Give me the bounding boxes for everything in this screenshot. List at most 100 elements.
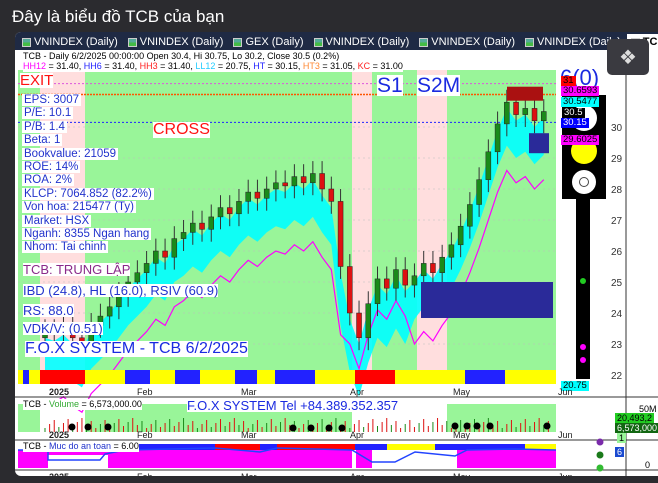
x-axis-label: Apr bbox=[350, 387, 365, 397]
candle-body bbox=[476, 179, 482, 205]
tab-5[interactable]: VNINDEX (Daily) bbox=[521, 34, 625, 50]
volume-dot bbox=[543, 422, 551, 430]
candle-body bbox=[134, 272, 141, 283]
volume-zone bbox=[447, 404, 556, 432]
ibd-rating: IBD (24.8), HL (16.0), RSIV (60.9) bbox=[23, 283, 219, 298]
candle-body bbox=[522, 108, 529, 115]
safety-strip bbox=[435, 444, 525, 450]
signal-strip bbox=[275, 370, 315, 384]
exit-label: EXIT bbox=[20, 72, 54, 89]
candle-body bbox=[236, 201, 242, 215]
x-axis-label: Jun bbox=[556, 472, 575, 476]
candle-body bbox=[106, 306, 113, 317]
x-axis-label: 2025 bbox=[49, 387, 70, 397]
safety-gap bbox=[48, 455, 108, 468]
tab-1[interactable]: VNINDEX (Daily) bbox=[124, 34, 228, 50]
tab-label: GEX (Daily) bbox=[245, 36, 304, 48]
fundamental-item: Bookvalue: 21059 bbox=[22, 147, 119, 160]
signal-strip bbox=[85, 370, 125, 384]
s1-label: S1 bbox=[377, 74, 403, 97]
safety-strip bbox=[387, 444, 435, 450]
candle-body bbox=[199, 222, 205, 230]
hh3-value: = 31.40, bbox=[157, 61, 196, 71]
candle-body bbox=[310, 173, 316, 184]
fundamental-item: Beta: 1 bbox=[22, 134, 63, 147]
shapes-widget-button[interactable]: ❖ bbox=[607, 39, 649, 75]
fundamental-item: Von hoa: 215477 (Ty) bbox=[22, 201, 136, 214]
fundamental-item: ROE: 14% bbox=[22, 160, 81, 173]
price-tag: 31 bbox=[561, 75, 576, 86]
candle-body bbox=[190, 222, 196, 233]
hh12-value: = 31.40, bbox=[46, 61, 84, 71]
rating-status: TCB: TRUNG LẬP bbox=[23, 262, 131, 277]
y-tick-label: 24 bbox=[611, 309, 623, 320]
tab-label: VNINDEX (Daily) bbox=[537, 36, 621, 48]
candle-body bbox=[171, 238, 178, 258]
tab-3[interactable]: VNINDEX (Daily) bbox=[310, 34, 414, 50]
candle-body bbox=[180, 232, 187, 239]
signal-strip bbox=[29, 370, 40, 384]
candle-body bbox=[226, 207, 233, 215]
fundamental-item: P/E: 10.1 bbox=[22, 107, 74, 120]
hh6-label: HH6 bbox=[83, 61, 102, 71]
candle-body bbox=[319, 173, 325, 190]
x-axis-label: Mar bbox=[241, 430, 257, 440]
safety-legend-dot bbox=[596, 464, 604, 472]
cross-label: CROSS bbox=[153, 121, 210, 138]
volume-name: Volume bbox=[49, 399, 80, 409]
kc-label: KC bbox=[357, 61, 371, 71]
volume-dot bbox=[307, 424, 315, 432]
chart-tab-icon bbox=[313, 37, 323, 47]
safety-gap bbox=[352, 450, 356, 468]
price-chart[interactable]: 22 23 24 25 26 27 28 29 30 bbox=[15, 32, 658, 476]
contact-banner: F.O.X SYSTEM Tel +84.389.352.357 bbox=[187, 398, 399, 413]
tab-0[interactable]: VNINDEX (Daily) bbox=[18, 34, 122, 50]
price-tag: 30.15 bbox=[561, 117, 589, 128]
y-tick-label: 30 bbox=[611, 123, 623, 134]
tab-4[interactable]: VNINDEX (Daily) bbox=[415, 34, 519, 50]
ll12-label: LL12 bbox=[195, 61, 216, 71]
safety-tag: 6 bbox=[615, 447, 625, 457]
kc-value: = 31.00 bbox=[370, 61, 403, 71]
tab-2[interactable]: GEX (Daily) bbox=[229, 34, 307, 50]
tab-label: VNINDEX (Daily) bbox=[431, 36, 515, 48]
safety-strip bbox=[215, 444, 260, 450]
chart-tab-icon bbox=[233, 37, 243, 47]
safety-strip bbox=[355, 444, 387, 450]
support-box bbox=[529, 133, 549, 154]
ll12-value: = 20.75, bbox=[215, 61, 254, 71]
x-axis-label: Jun bbox=[558, 430, 573, 440]
chart-tab-icon bbox=[127, 37, 137, 47]
s2m-label: S2M bbox=[417, 74, 461, 97]
candle-body bbox=[217, 207, 224, 218]
volume-tag-current: 6,573,000 bbox=[615, 423, 658, 433]
candle-body bbox=[467, 204, 473, 227]
tab-label: VNINDEX (Daily) bbox=[325, 36, 410, 48]
safety-legend-dot bbox=[596, 451, 604, 459]
safety-line bbox=[18, 447, 557, 463]
candle-body bbox=[245, 191, 251, 202]
x-axis-label: 2025 bbox=[49, 430, 70, 440]
fundamental-item: EPS: 3007 bbox=[22, 94, 81, 106]
volume-dot bbox=[463, 422, 471, 430]
safety-zero: 0 bbox=[645, 460, 651, 470]
volume-scale: 50M bbox=[639, 404, 657, 414]
candle-body bbox=[374, 278, 381, 304]
safety-strip bbox=[525, 444, 556, 450]
candle-body bbox=[254, 191, 261, 199]
volume-header: TCB - Volume = 6,573,000.00 bbox=[23, 399, 142, 410]
price-tag: 20.75 bbox=[561, 380, 589, 391]
volume-dot bbox=[473, 422, 481, 430]
fundamental-item: Nhom: Tai chinh bbox=[22, 241, 109, 254]
light-white-icon bbox=[572, 170, 596, 194]
x-axis-label: Apr bbox=[348, 472, 366, 476]
volume-dot bbox=[104, 423, 112, 431]
candle-body bbox=[504, 101, 510, 125]
price-tag: 30.5477 bbox=[561, 96, 600, 107]
fundamental-item: Nganh: 8355 Ngan hang bbox=[22, 227, 152, 240]
x-axis-label: May bbox=[451, 472, 472, 476]
candle-body bbox=[143, 263, 150, 273]
signal-strip bbox=[200, 370, 235, 384]
volume-dot bbox=[338, 424, 346, 432]
light-ring-icon bbox=[579, 177, 589, 187]
